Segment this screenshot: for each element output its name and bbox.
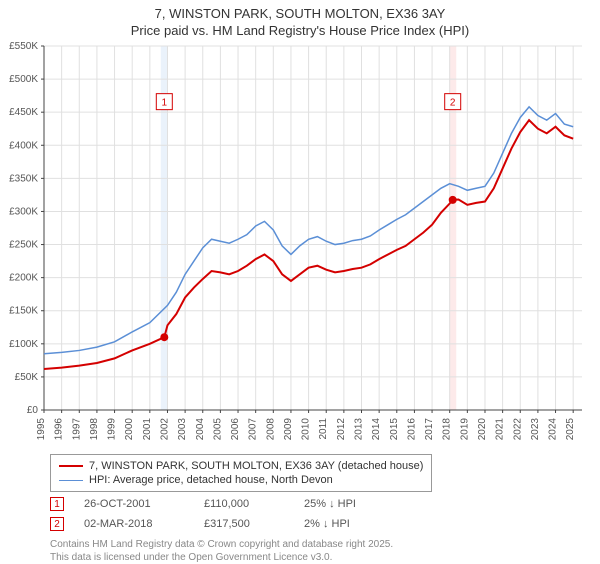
x-tick-label: 2004 xyxy=(195,417,206,439)
x-tick-label: 1997 xyxy=(71,417,82,439)
x-tick-label: 2019 xyxy=(459,417,470,439)
title-block: 7, WINSTON PARK, SOUTH MOLTON, EX36 3AY … xyxy=(0,0,600,40)
x-tick-label: 2013 xyxy=(354,417,365,439)
sale-marker xyxy=(449,196,457,204)
x-tick-label: 2024 xyxy=(548,417,559,439)
sales-row-delta: 25% ↓ HPI xyxy=(304,498,394,510)
x-tick-label: 2007 xyxy=(248,417,259,439)
y-tick-label: £300K xyxy=(9,206,38,217)
x-tick-label: 1996 xyxy=(54,417,65,439)
y-tick-label: £100K xyxy=(9,339,38,350)
x-tick-label: 2009 xyxy=(283,417,294,439)
marker-label-text: 2 xyxy=(450,97,456,108)
x-tick-label: 2022 xyxy=(512,417,523,439)
y-tick-label: £550K xyxy=(9,41,38,52)
x-tick-label: 2011 xyxy=(318,417,329,439)
y-tick-label: £250K xyxy=(9,239,38,250)
attribution-line-2: This data is licensed under the Open Gov… xyxy=(50,551,393,564)
x-tick-label: 2016 xyxy=(406,417,417,439)
legend-swatch xyxy=(59,480,83,481)
x-tick-label: 2002 xyxy=(159,417,170,439)
x-tick-label: 2025 xyxy=(565,417,576,439)
x-tick-label: 2014 xyxy=(371,417,382,439)
x-tick-label: 2003 xyxy=(177,417,188,439)
sales-row-marker: 1 xyxy=(50,497,64,511)
x-tick-label: 1999 xyxy=(107,417,118,439)
legend-text: 7, WINSTON PARK, SOUTH MOLTON, EX36 3AY … xyxy=(89,460,423,472)
x-tick-label: 2010 xyxy=(301,417,312,439)
y-tick-label: £150K xyxy=(9,306,38,317)
y-tick-label: £400K xyxy=(9,140,38,151)
x-tick-label: 2001 xyxy=(142,417,153,439)
sale-marker xyxy=(160,333,168,341)
x-tick-label: 2008 xyxy=(265,417,276,439)
x-tick-label: 2021 xyxy=(495,417,506,439)
title-line-1: 7, WINSTON PARK, SOUTH MOLTON, EX36 3AY xyxy=(0,6,600,23)
x-tick-label: 2020 xyxy=(477,417,488,439)
sales-row-price: £110,000 xyxy=(204,498,284,510)
chart-container: 7, WINSTON PARK, SOUTH MOLTON, EX36 3AY … xyxy=(0,0,600,560)
y-tick-label: £450K xyxy=(9,107,38,118)
x-tick-label: 1995 xyxy=(36,417,47,439)
sales-row-marker: 2 xyxy=(50,517,64,531)
sales-row-price: £317,500 xyxy=(204,518,284,530)
x-tick-label: 2023 xyxy=(530,417,541,439)
y-tick-label: £500K xyxy=(9,74,38,85)
y-tick-label: £50K xyxy=(15,372,39,383)
x-tick-label: 1998 xyxy=(89,417,100,439)
sales-row: 2 02-MAR-2018 £317,500 2% ↓ HPI xyxy=(50,517,394,531)
x-tick-label: 2000 xyxy=(124,417,135,439)
y-tick-label: £350K xyxy=(9,173,38,184)
x-tick-label: 2017 xyxy=(424,417,435,439)
sales-row-delta: 2% ↓ HPI xyxy=(304,518,394,530)
sales-row: 1 26-OCT-2001 £110,000 25% ↓ HPI xyxy=(50,497,394,511)
chart-svg: £0 £50K £100K £150K £200K £250K £300K £350K £400… xyxy=(0,40,600,440)
x-tick-label: 2006 xyxy=(230,417,241,439)
x-tick-label: 2018 xyxy=(442,417,453,439)
x-tick-label: 2015 xyxy=(389,417,400,439)
sales-row-date: 02-MAR-2018 xyxy=(84,518,184,530)
marker-label-text: 1 xyxy=(162,97,168,108)
legend-swatch xyxy=(59,465,83,467)
y-tick-label: £200K xyxy=(9,272,38,283)
attribution: Contains HM Land Registry data © Crown c… xyxy=(50,538,393,564)
x-tick-label: 2005 xyxy=(212,417,223,439)
sales-row-date: 26-OCT-2001 xyxy=(84,498,184,510)
y-tick-label: £0 xyxy=(27,405,39,416)
sales-table: 1 26-OCT-2001 £110,000 25% ↓ HPI 2 02-MAR-201… xyxy=(50,497,394,537)
legend-text: HPI: Average price, detached house, Nort… xyxy=(89,474,333,486)
x-tick-label: 2012 xyxy=(336,417,347,439)
title-line-2: Price paid vs. HM Land Registry's House … xyxy=(0,23,600,40)
attribution-line-1: Contains HM Land Registry data © Crown c… xyxy=(50,538,393,551)
legend-row: 7, WINSTON PARK, SOUTH MOLTON, EX36 3AY … xyxy=(59,459,423,473)
legend: 7, WINSTON PARK, SOUTH MOLTON, EX36 3AY … xyxy=(50,454,432,492)
legend-row: HPI: Average price, detached house, Nort… xyxy=(59,473,423,487)
